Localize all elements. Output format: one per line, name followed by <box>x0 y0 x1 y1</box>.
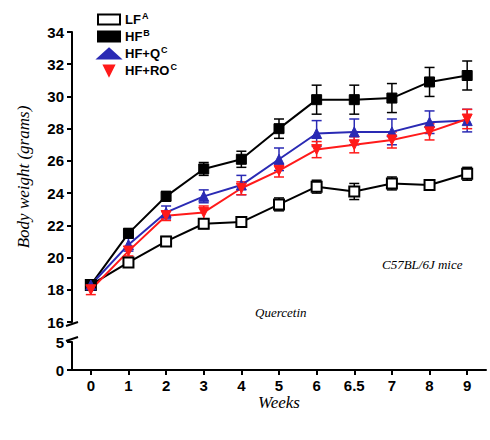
svg-text:7: 7 <box>388 377 396 394</box>
svg-text:5: 5 <box>275 377 283 394</box>
svg-text:C: C <box>170 62 177 72</box>
svg-text:4: 4 <box>237 377 246 394</box>
svg-text:5: 5 <box>56 334 64 351</box>
svg-text:28: 28 <box>47 120 64 137</box>
svg-text:A: A <box>142 11 149 21</box>
svg-text:Weeks: Weeks <box>258 393 300 412</box>
svg-text:30: 30 <box>47 88 64 105</box>
svg-text:2: 2 <box>162 377 170 394</box>
svg-text:22: 22 <box>47 217 64 234</box>
svg-text:LF: LF <box>125 12 141 27</box>
svg-text:6.5: 6.5 <box>344 377 365 394</box>
svg-text:8: 8 <box>425 377 433 394</box>
svg-text:24: 24 <box>47 185 64 202</box>
svg-text:3: 3 <box>200 377 208 394</box>
svg-text:6: 6 <box>312 377 320 394</box>
svg-text:0: 0 <box>56 362 64 379</box>
svg-text:HF: HF <box>125 29 142 44</box>
svg-text:18: 18 <box>47 281 64 298</box>
svg-text:1: 1 <box>124 377 132 394</box>
svg-text:20: 20 <box>47 249 64 266</box>
svg-text:32: 32 <box>47 56 64 73</box>
svg-text:C57BL/6J mice: C57BL/6J mice <box>382 257 463 272</box>
svg-text:HF+Q: HF+Q <box>125 46 160 61</box>
svg-text:C: C <box>161 45 168 55</box>
svg-text:0: 0 <box>87 377 95 394</box>
svg-text:Quercetin: Quercetin <box>255 305 307 320</box>
svg-text:HF+RO: HF+RO <box>125 63 169 78</box>
svg-text:9: 9 <box>463 377 471 394</box>
svg-text:Body weight (grams): Body weight (grams) <box>14 105 33 248</box>
svg-text:16: 16 <box>47 314 64 331</box>
svg-text:26: 26 <box>47 152 64 169</box>
svg-text:34: 34 <box>47 24 64 41</box>
svg-text:B: B <box>143 28 150 38</box>
